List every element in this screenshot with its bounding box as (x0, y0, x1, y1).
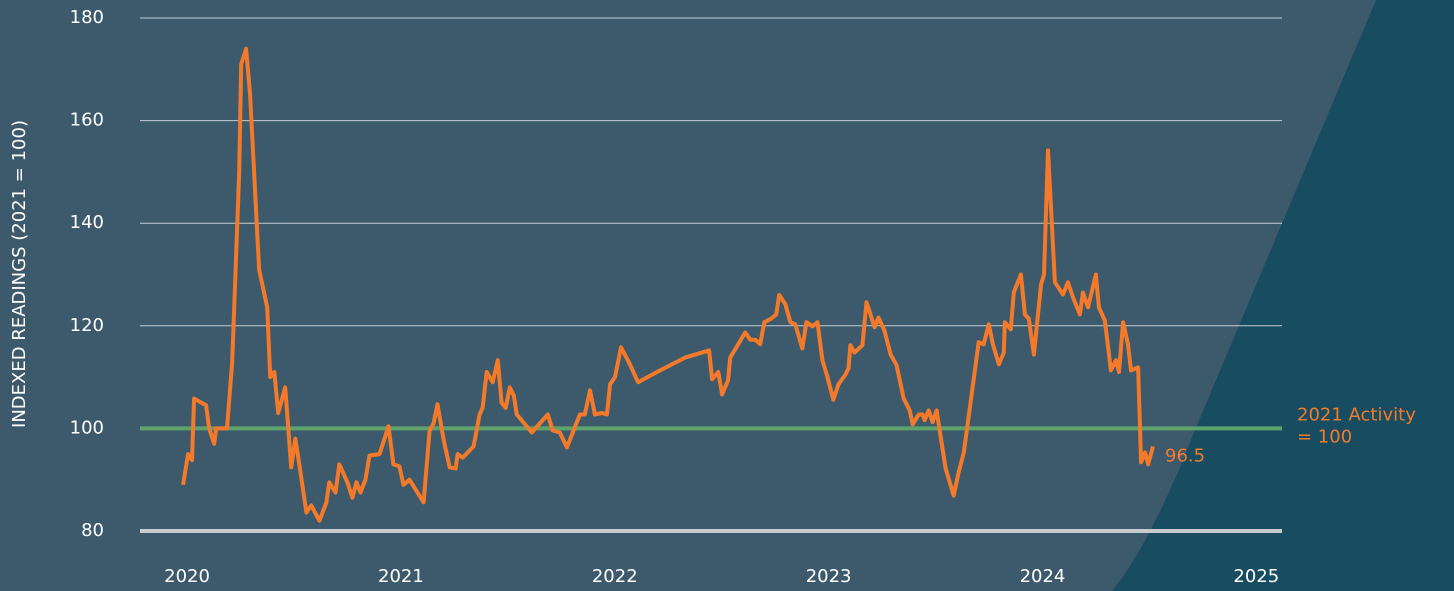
y-axis-label: INDEXED READINGS (2021 = 100) (9, 120, 30, 428)
y-tick-label: 120 (70, 315, 104, 336)
y-tick-label: 160 (70, 110, 104, 131)
x-tick-label: 2023 (806, 566, 852, 587)
y-tick-label: 180 (70, 7, 104, 28)
y-tick-label: 80 (81, 520, 104, 541)
background-shape (1112, 0, 1454, 591)
x-tick-label: 2024 (1020, 566, 1066, 587)
reference-label: = 100 (1297, 426, 1352, 447)
x-tick-label: 2020 (164, 566, 210, 587)
x-tick-label: 2025 (1233, 566, 1279, 587)
end-value-label: 96.5 (1165, 445, 1205, 466)
y-tick-label: 100 (70, 417, 104, 438)
x-tick-label: 2021 (378, 566, 424, 587)
data-line (181, 46, 1155, 523)
x-tick-label: 2022 (592, 566, 638, 587)
reference-label: 2021 Activity (1297, 404, 1416, 425)
y-tick-label: 140 (70, 212, 104, 233)
